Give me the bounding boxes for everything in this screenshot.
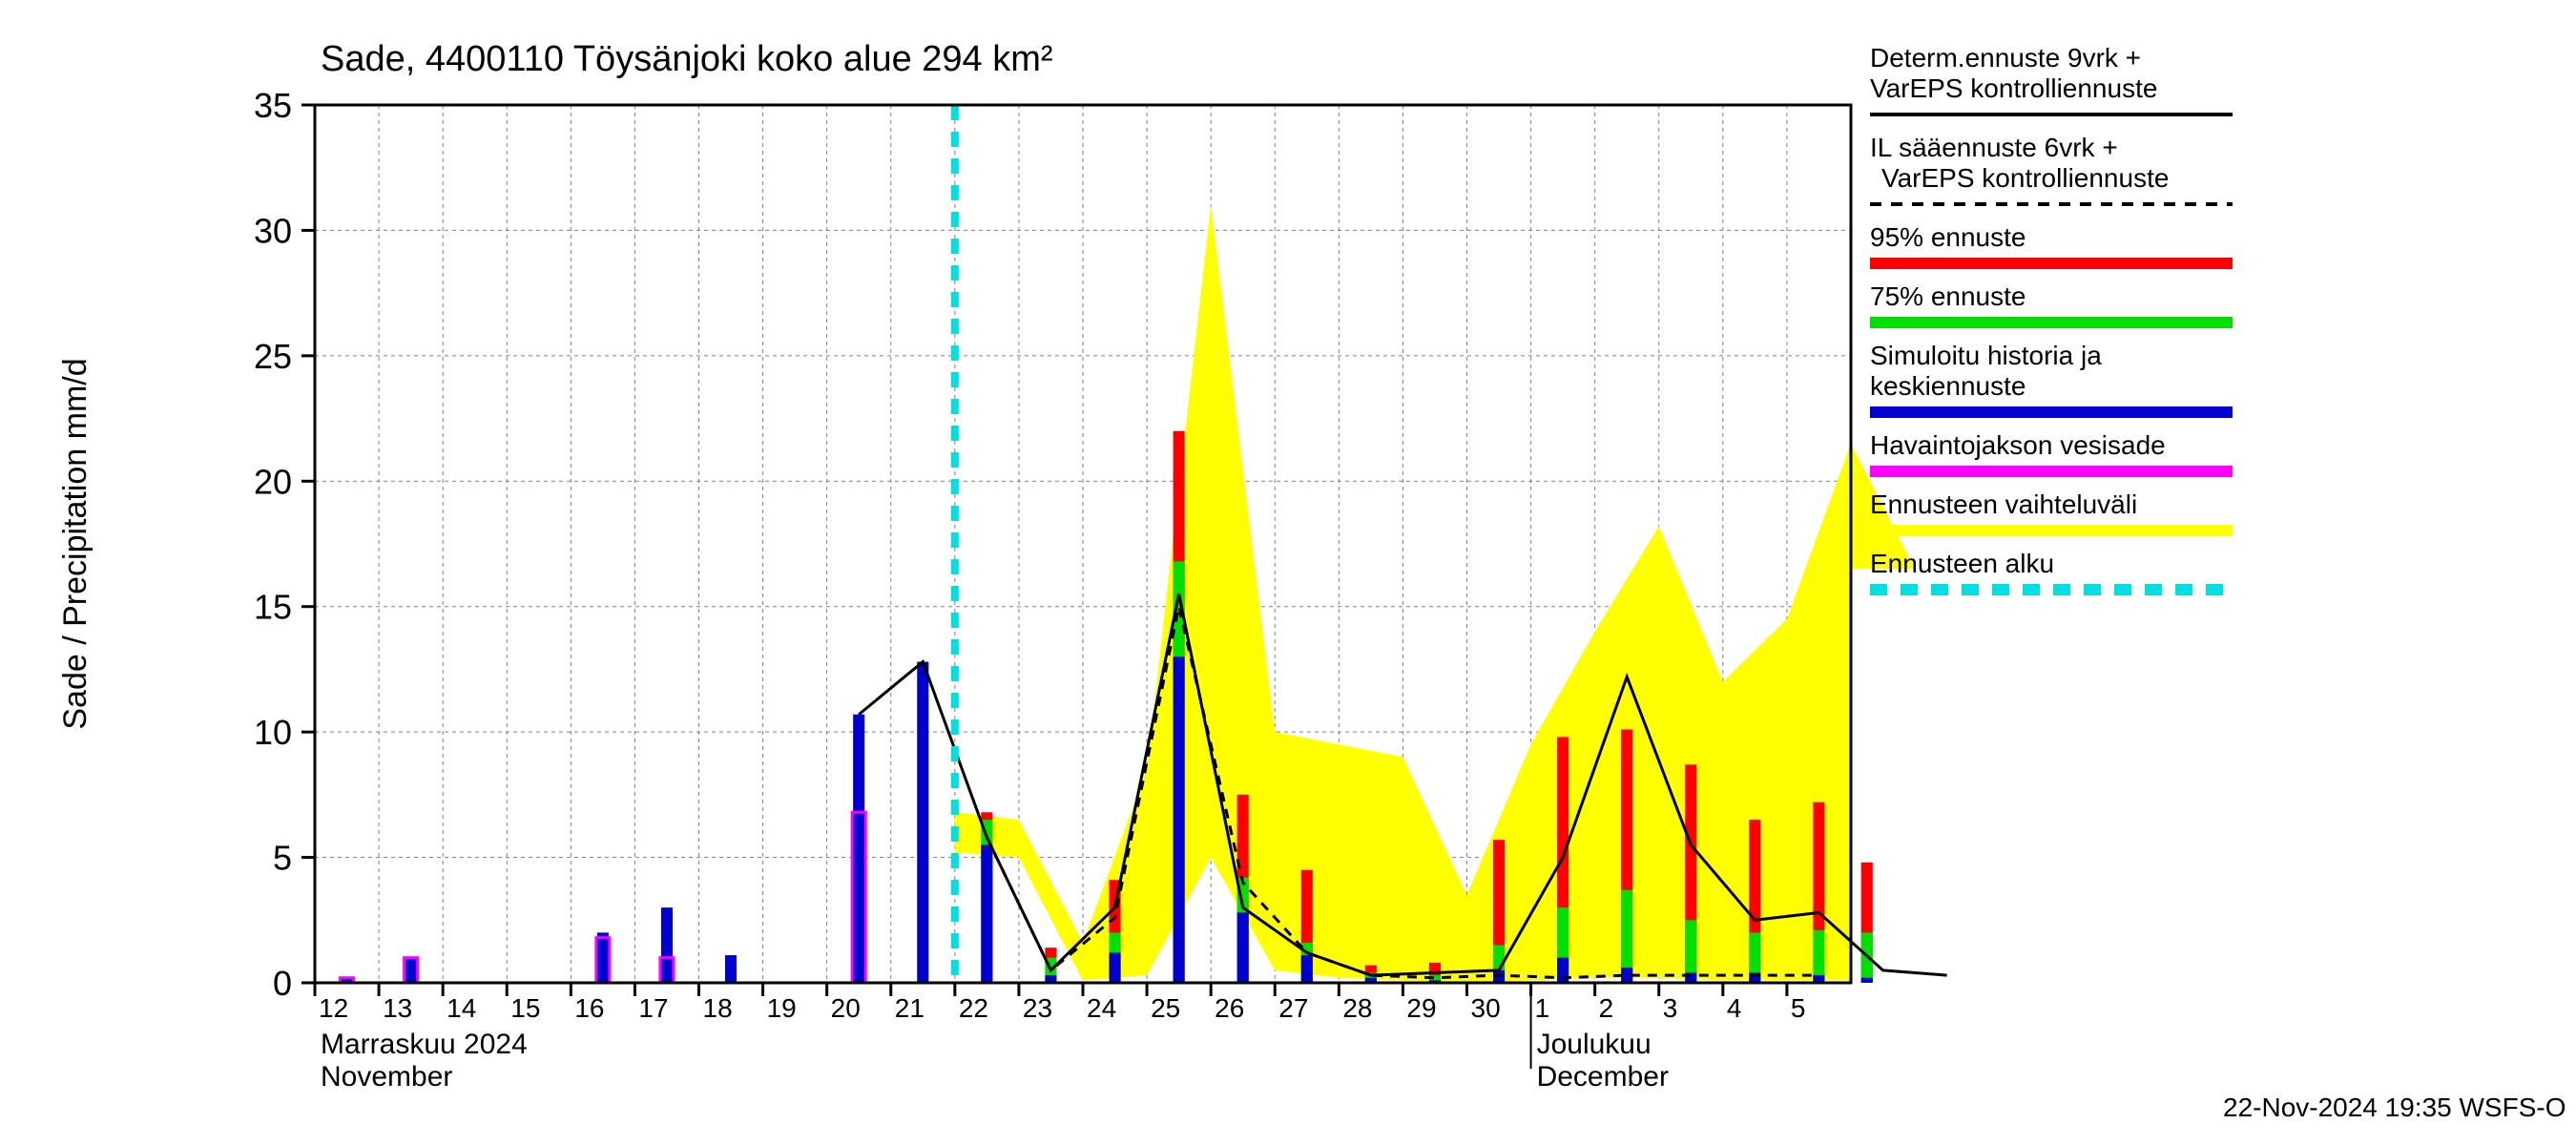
- y-axis-label: Sade / Precipitation mm/d: [57, 358, 93, 729]
- month-label-bottom: November: [321, 1061, 452, 1093]
- x-tick-label: 5: [1791, 993, 1806, 1023]
- legend-label: VarEPS kontrolliennuste: [1881, 163, 2169, 193]
- x-tick-label: 16: [574, 993, 604, 1023]
- y-tick-label: 10: [254, 713, 292, 752]
- x-tick-label: 3: [1663, 993, 1678, 1023]
- x-tick-label: 24: [1087, 993, 1116, 1023]
- x-tick-label: 4: [1727, 993, 1742, 1023]
- x-tick-label: 28: [1342, 993, 1372, 1023]
- legend-label: Determ.ennuste 9vrk +: [1870, 43, 2141, 73]
- x-tick-label: 13: [383, 993, 412, 1023]
- legend-label: IL sääennuste 6vrk +: [1870, 133, 2118, 162]
- chart-container: 0510152025303512131415161718192021222324…: [0, 0, 2576, 1145]
- x-tick-label: 21: [895, 993, 924, 1023]
- x-tick-label: 17: [638, 993, 668, 1023]
- x-tick-label: 12: [319, 993, 348, 1023]
- x-tick-label: 2: [1599, 993, 1614, 1023]
- legend-label: 95% ennuste: [1870, 222, 2025, 252]
- x-tick-label: 29: [1406, 993, 1436, 1023]
- month-label-top: Marraskuu 2024: [321, 1029, 528, 1060]
- legend-swatch: [1870, 406, 2233, 418]
- legend-label: Havaintojakson vesisade: [1870, 430, 2166, 460]
- y-tick-label: 15: [254, 588, 292, 627]
- y-tick-label: 30: [254, 211, 292, 250]
- legend-swatch: [1870, 525, 2233, 536]
- month-label-top: Joulukuu: [1537, 1029, 1652, 1060]
- x-tick-label: 23: [1023, 993, 1052, 1023]
- legend-label: Simuloitu historia ja: [1870, 341, 2102, 370]
- legend-label: 75% ennuste: [1870, 281, 2025, 311]
- chart-svg: 0510152025303512131415161718192021222324…: [0, 0, 2576, 1145]
- y-tick-label: 0: [273, 964, 292, 1003]
- x-tick-label: 15: [510, 993, 540, 1023]
- x-tick-label: 30: [1471, 993, 1501, 1023]
- legend-label: Ennusteen vaihteluväli: [1870, 489, 2137, 519]
- x-tick-label: 18: [703, 993, 733, 1023]
- x-tick-label: 26: [1215, 993, 1244, 1023]
- legend-label: keskiennuste: [1870, 371, 2025, 401]
- y-tick-label: 5: [273, 839, 292, 878]
- y-tick-label: 35: [254, 86, 292, 125]
- x-tick-label: 14: [447, 993, 476, 1023]
- legend-label: Ennusteen alku: [1870, 549, 2054, 578]
- y-tick-label: 25: [254, 337, 292, 376]
- forecast-range-area: [955, 205, 1915, 983]
- chart-title: Sade, 4400110 Töysänjoki koko alue 294 k…: [321, 39, 1053, 79]
- legend-swatch: [1870, 317, 2233, 328]
- legend-swatch: [1870, 258, 2233, 269]
- month-label-bottom: December: [1537, 1061, 1669, 1093]
- x-tick-label: 1: [1535, 993, 1550, 1023]
- x-tick-label: 27: [1278, 993, 1308, 1023]
- footer-timestamp: 22-Nov-2024 19:35 WSFS-O: [2223, 1093, 2566, 1122]
- x-tick-label: 22: [959, 993, 988, 1023]
- legend-label: VarEPS kontrolliennuste: [1870, 73, 2157, 103]
- x-tick-label: 20: [831, 993, 861, 1023]
- y-tick-label: 20: [254, 462, 292, 501]
- x-tick-label: 25: [1151, 993, 1180, 1023]
- x-tick-label: 19: [767, 993, 797, 1023]
- legend-swatch: [1870, 466, 2233, 477]
